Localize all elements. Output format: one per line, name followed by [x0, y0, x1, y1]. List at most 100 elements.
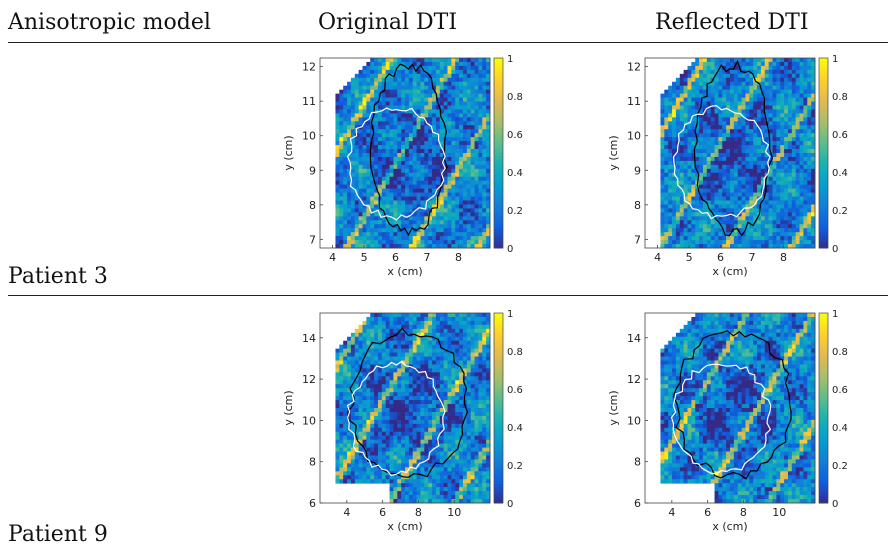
heatmap-cell [428, 240, 433, 245]
heatmap-cell [405, 244, 410, 249]
heatmap-cell [702, 180, 708, 186]
heatmap-cell [760, 192, 766, 197]
heatmap-cell [350, 216, 356, 221]
heatmap-cell [726, 129, 731, 134]
heatmap-cell [393, 348, 398, 353]
heatmap-cell [424, 340, 429, 346]
heatmap-cell [350, 172, 356, 178]
heatmap-cell [451, 368, 456, 373]
heatmap-cell [474, 176, 479, 182]
heatmap-cell [358, 168, 363, 174]
heatmap-cell [339, 344, 344, 350]
heatmap-cell [803, 196, 808, 201]
heatmap-cell [478, 61, 483, 67]
heatmap-cell [374, 360, 379, 365]
heatmap-cell [374, 232, 379, 237]
heatmap-cell [416, 384, 421, 389]
heatmap-cell [726, 117, 731, 122]
heatmap-cell [672, 212, 677, 217]
heatmap-cell [672, 141, 677, 146]
heatmap-cell [362, 244, 367, 249]
heatmap-cell [362, 384, 367, 389]
heatmap-cell [405, 404, 410, 409]
heatmap-cell [439, 368, 445, 373]
heatmap-cell [474, 360, 479, 365]
heatmap-cell [397, 176, 402, 182]
heatmap-cell [691, 129, 696, 134]
heatmap-cell [478, 380, 483, 385]
heatmap-cell [664, 97, 669, 102]
heatmap-cell [389, 236, 394, 241]
heatmap-cell [362, 364, 367, 369]
heatmap-cell [435, 109, 441, 114]
heatmap-cell [757, 113, 762, 118]
heatmap-cell [722, 73, 727, 79]
heatmap-cell [366, 368, 371, 373]
heatmap-cell [803, 236, 808, 241]
heatmap-cell [811, 164, 816, 170]
heatmap-cell [405, 415, 410, 421]
heatmap-cell [385, 216, 390, 221]
colorbar-swatch [494, 184, 503, 189]
heatmap-cell [416, 380, 421, 385]
heatmap-cell [787, 117, 793, 122]
heatmap-cell [347, 101, 352, 106]
heatmap-cell [416, 220, 421, 225]
heatmap-cell [784, 172, 789, 178]
heatmap-cell [335, 160, 340, 166]
heatmap-cell [675, 105, 681, 110]
heatmap-cell [393, 81, 398, 87]
heatmap-cell [401, 404, 406, 409]
heatmap-cell [478, 384, 483, 389]
heatmap-cell [339, 411, 344, 417]
heatmap-cell [347, 344, 352, 350]
heatmap-cell [362, 232, 367, 237]
heatmap-cell [757, 73, 762, 79]
heatmap-cell [420, 160, 425, 166]
heatmap-cell [397, 121, 402, 126]
heatmap-cell [377, 336, 383, 342]
heatmap-cell [718, 160, 723, 166]
heatmap-cell [435, 236, 441, 241]
heatmap-cell [432, 93, 437, 98]
heatmap-cell [660, 113, 665, 118]
heatmap-cell [408, 360, 414, 365]
heatmap-cell [435, 172, 441, 178]
heatmap-cell [401, 352, 406, 357]
heatmap-cell [435, 81, 441, 87]
heatmap-cell [470, 125, 475, 130]
colorbar-swatch [819, 102, 828, 106]
heatmap-cell [726, 208, 731, 213]
heatmap-cell [432, 240, 437, 245]
heatmap-cell [470, 408, 475, 413]
heatmap-cell [381, 396, 387, 401]
heatmap-cell [420, 180, 425, 186]
heatmap-cell [385, 117, 390, 122]
y-tick-label: 8 [309, 199, 316, 212]
heatmap-cell [787, 180, 793, 186]
heatmap-cell [702, 113, 708, 118]
heatmap-cell [459, 196, 464, 201]
heatmap-cell [691, 188, 696, 193]
heatmap-cell [787, 172, 793, 178]
heatmap-cell [660, 129, 665, 134]
heatmap-cell [339, 400, 344, 405]
heatmap-cell [478, 101, 483, 106]
heatmap-cell [412, 244, 417, 249]
heatmap-cell [439, 73, 445, 79]
heatmap-cell [466, 328, 472, 334]
heatmap-cell [466, 220, 472, 225]
heatmap-cell [672, 93, 677, 98]
heatmap-cell [428, 336, 433, 342]
heatmap-cell [478, 220, 483, 225]
heatmap-cell [679, 137, 685, 142]
heatmap-cell [772, 196, 777, 201]
heatmap-cell [462, 149, 468, 154]
heatmap-cell [343, 228, 348, 233]
heatmap-cell [683, 149, 688, 154]
heatmap-cell [668, 240, 673, 245]
heatmap-cell [447, 232, 452, 237]
heatmap-cell [443, 332, 448, 338]
heatmap-cell [691, 89, 696, 95]
heatmap-cell [335, 400, 340, 405]
